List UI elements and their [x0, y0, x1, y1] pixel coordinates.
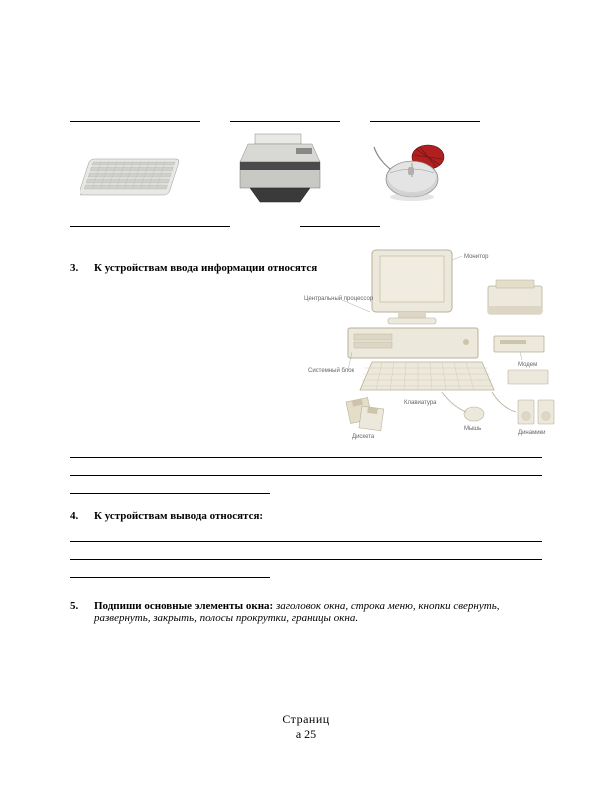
blank-line	[70, 215, 230, 227]
printer-image	[230, 132, 330, 207]
diagram-label: Мышь	[464, 426, 481, 432]
answer-line	[70, 526, 542, 542]
blank-line	[230, 110, 340, 122]
answer-line	[70, 460, 542, 476]
q3-answer-lines	[70, 442, 542, 494]
question-number: 5.	[70, 600, 86, 624]
computer-diagram: Монитор Центральный процессор Системный …	[302, 242, 562, 442]
q4-answer-lines	[70, 526, 542, 578]
question-number: 4.	[70, 510, 86, 522]
diagram-label: Динамики	[518, 430, 546, 436]
page-footer: Страниц а 25	[0, 712, 612, 742]
question-5: 5. Подпиши основные элементы окна: загол…	[70, 600, 542, 624]
diagram-label: Системный блок	[308, 367, 355, 374]
mouse-image	[370, 137, 460, 207]
blank-line	[370, 110, 480, 122]
question-text: К устройствам ввода информации относятся	[94, 262, 317, 274]
question-number: 3.	[70, 262, 86, 274]
diagram-label: Клавиатура	[404, 400, 437, 406]
footer-page-number: а 25	[0, 727, 612, 742]
blank-line	[300, 215, 380, 227]
diagram-label: Центральный процессор	[304, 295, 374, 302]
printer-icon	[230, 132, 330, 207]
question-3-block: 3. К устройствам ввода информации относя…	[70, 262, 542, 442]
devices-row	[70, 132, 542, 207]
diagram-label: Модем	[518, 362, 537, 368]
under-device-lines	[70, 215, 542, 227]
question-4: 4. К устройствам вывода относятся:	[70, 510, 542, 522]
footer-label: Страниц	[0, 712, 612, 727]
top-blank-lines	[70, 110, 542, 122]
computer-system-icon: Монитор Центральный процессор Системный …	[302, 242, 562, 442]
answer-line	[70, 562, 270, 578]
keyboard-icon	[80, 147, 190, 207]
answer-line	[70, 442, 542, 458]
diagram-label: Монитор	[464, 254, 489, 260]
keyboard-image	[80, 147, 190, 207]
question-text: К устройствам вывода относятся:	[94, 510, 263, 522]
mouse-icon	[370, 137, 460, 207]
answer-line	[70, 544, 542, 560]
question-bold: Подпиши основные элементы окна:	[94, 600, 273, 612]
question-text: Подпиши основные элементы окна: заголово…	[94, 600, 542, 624]
diagram-label: Дискета	[352, 434, 375, 440]
answer-line	[70, 478, 270, 494]
blank-line	[70, 110, 200, 122]
